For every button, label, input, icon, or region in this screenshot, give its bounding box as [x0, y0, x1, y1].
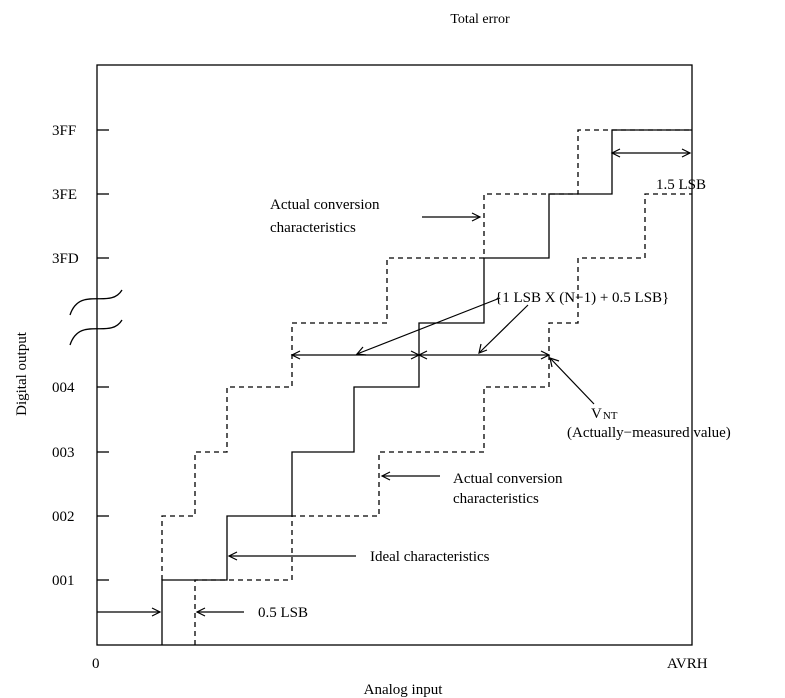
diagram-title: Total error [450, 12, 510, 27]
formula-leaders [355, 297, 529, 356]
y-tick-marks [97, 129, 109, 581]
actual-upper-label-1: Actual conversion [270, 197, 380, 213]
actual-upper-arrow [422, 212, 482, 222]
actual-upper-staircase [161, 129, 692, 580]
y-axis-label: Digital output [14, 331, 30, 416]
vnt-arrow [549, 357, 595, 405]
y-tick-3ff: 3FF [52, 123, 76, 139]
actual-lower-staircase [194, 193, 692, 645]
y-tick-004: 004 [52, 380, 75, 396]
ideal-label: Ideal characteristics [370, 549, 490, 565]
half-lsb-arrows [97, 607, 244, 617]
y-tick-001: 001 [52, 573, 75, 589]
x-axis-label: Analog input [364, 682, 444, 698]
y-tick-3fe: 3FE [52, 187, 77, 203]
measured-label: (Actually−measured value) [567, 425, 731, 441]
vnt-subscript: NT [603, 410, 618, 422]
actual-lower-label-2: characteristics [453, 491, 539, 507]
one-half-lsb-label: 1.5 LSB [656, 177, 706, 193]
y-tick-002: 002 [52, 509, 75, 525]
vnt-label: VNT [591, 406, 618, 422]
span-arrows [290, 350, 551, 360]
axis-break-marks [69, 289, 123, 346]
vnt-main: V [591, 406, 602, 422]
y-tick-003: 003 [52, 445, 75, 461]
y-tick-3fd: 3FD [52, 251, 79, 267]
actual-lower-arrow [380, 471, 440, 481]
ideal-arrow [227, 551, 356, 561]
x-tick-zero: 0 [92, 656, 100, 672]
x-tick-avrh: AVRH [667, 656, 708, 672]
plot-frame [96, 64, 693, 646]
actual-upper-label-2: characteristics [270, 220, 356, 236]
formula-label: {1 LSB X (N−1) + 0.5 LSB} [495, 290, 669, 306]
half-lsb-label: 0.5 LSB [258, 605, 308, 621]
actual-lower-label-1: Actual conversion [453, 471, 563, 487]
one-half-lsb-arrow [610, 148, 692, 158]
